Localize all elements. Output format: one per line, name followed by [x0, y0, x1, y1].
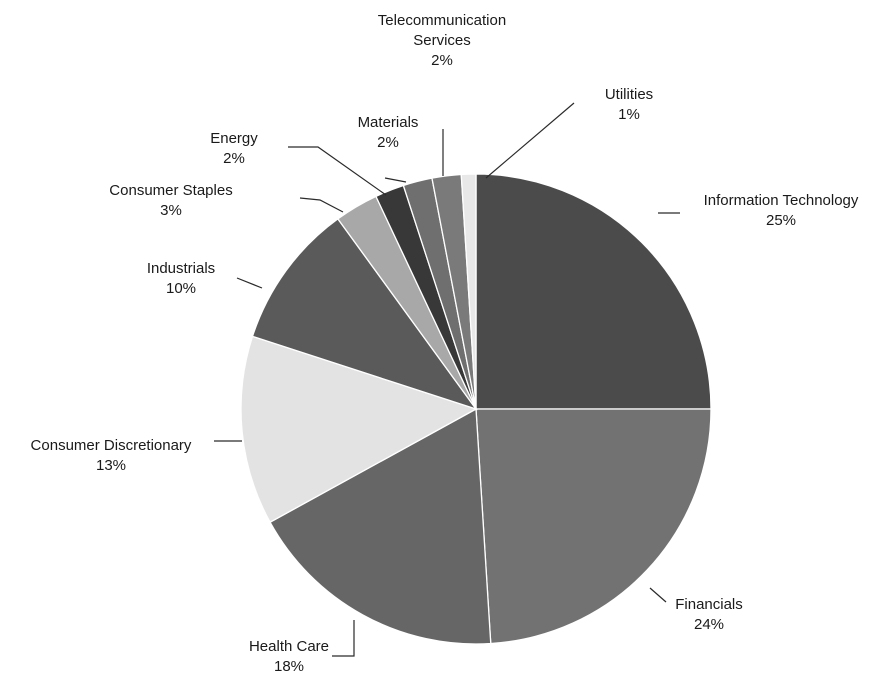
- slice-value-label: 1%: [618, 106, 640, 123]
- slice-name-label: Materials: [358, 114, 419, 131]
- slice-label-telecommunication-services: Telecommunication Services 2%: [378, 12, 506, 69]
- pie-slice-financials: [475, 408, 712, 645]
- slice-labels: Information Technology 25% Financials 24% He…: [31, 12, 859, 673]
- slice-label-consumer-discretionary: Consumer Discretionary 13%: [31, 437, 192, 474]
- leader-line-health-care: [332, 620, 355, 657]
- slice-name-label: Information Technology: [704, 192, 859, 209]
- slice-value-label: 25%: [766, 212, 796, 229]
- leader-line-financials: [649, 587, 667, 603]
- slice-name-label: Financials: [675, 596, 743, 613]
- slice-label-health-care: Health Care 18%: [249, 638, 329, 673]
- slice-name-label: Energy: [210, 130, 258, 147]
- pie-slice-utilities: [460, 173, 477, 410]
- slice-label-information-technology: Information Technology 25%: [704, 192, 859, 229]
- slice-name-label: Consumer Discretionary: [31, 437, 192, 454]
- pie-slice-health-care: [269, 407, 492, 645]
- slice-label-consumer-staples: Consumer Staples 3%: [109, 182, 232, 219]
- leader-line-industrials: [236, 277, 263, 289]
- pie-slice-information-technology: [475, 173, 712, 410]
- leader-line-energy: [288, 146, 387, 196]
- slice-label-financials: Financials 24%: [675, 596, 743, 633]
- slice-name-label: Industrials: [147, 260, 215, 277]
- leader-line-materials: [384, 177, 407, 183]
- slice-value-label: 24%: [694, 616, 724, 633]
- slice-value-label: 10%: [166, 280, 196, 297]
- slice-name-label: Consumer Staples: [109, 182, 232, 199]
- slice-label-industrials: Industrials 10%: [147, 260, 215, 297]
- pie-slice-industrials: [251, 217, 478, 411]
- slice-name-label: Utilities: [605, 86, 653, 103]
- slice-name-label: Telecommunication: [378, 12, 506, 29]
- slice-value-label: 13%: [96, 457, 126, 474]
- slice-name-label: Services: [413, 32, 471, 49]
- pie-slices: [240, 173, 712, 645]
- slice-value-label: 3%: [160, 202, 182, 219]
- slice-value-label: 2%: [223, 150, 245, 167]
- slice-value-label: 18%: [274, 658, 304, 673]
- slice-label-utilities: Utilities 1%: [605, 86, 653, 123]
- leader-line-consumer-staples: [299, 197, 344, 213]
- leader-lines: [214, 102, 680, 657]
- slice-value-label: 2%: [431, 52, 453, 69]
- slice-label-materials: Materials 2%: [358, 114, 419, 151]
- pie-slice-consumer-discretionary: [240, 335, 478, 524]
- slice-name-label: Health Care: [249, 638, 329, 655]
- slice-label-energy: Energy 2%: [210, 130, 258, 167]
- leader-line-utilities: [485, 102, 575, 179]
- slice-value-label: 2%: [377, 134, 399, 151]
